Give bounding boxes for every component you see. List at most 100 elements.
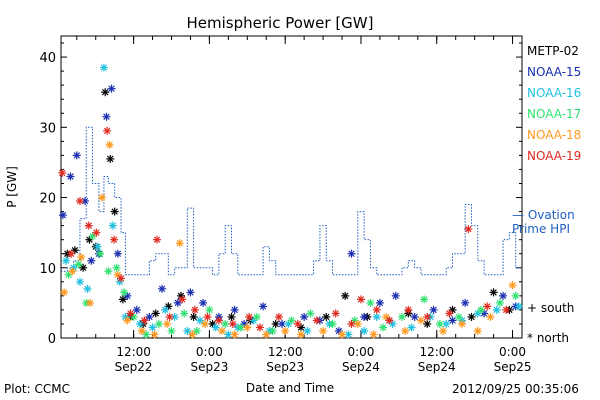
data-point bbox=[218, 326, 227, 335]
marker-d2 bbox=[176, 239, 183, 247]
marker-d2 bbox=[420, 296, 428, 303]
data-point bbox=[176, 291, 185, 300]
marker-d2 bbox=[85, 222, 93, 229]
data-point bbox=[110, 235, 119, 244]
data-point bbox=[102, 112, 111, 121]
data-point bbox=[372, 305, 381, 314]
data-point bbox=[113, 249, 122, 258]
data-point bbox=[296, 330, 305, 339]
data-point bbox=[508, 281, 517, 290]
marker-d2 bbox=[345, 331, 352, 338]
marker-d2 bbox=[256, 324, 264, 331]
data-point bbox=[331, 309, 340, 318]
data-point bbox=[360, 312, 369, 321]
marker-d2 bbox=[411, 313, 418, 321]
data-point bbox=[58, 211, 67, 220]
y-tick-label: 0 bbox=[48, 332, 56, 347]
marker-d2 bbox=[401, 327, 409, 335]
marker-d2 bbox=[228, 313, 235, 321]
data-point bbox=[188, 330, 197, 339]
data-point bbox=[461, 298, 470, 307]
x-axis: 12:00Sep220:00Sep2312:00Sep230:00Sep2412… bbox=[76, 36, 531, 374]
marker-d2 bbox=[122, 313, 129, 321]
data-point bbox=[375, 298, 384, 307]
marker-d2 bbox=[502, 306, 510, 314]
marker-d2 bbox=[370, 331, 377, 338]
marker-d2 bbox=[512, 292, 519, 300]
data-point bbox=[369, 330, 378, 339]
marker-d2 bbox=[487, 313, 494, 321]
marker-d2 bbox=[168, 327, 175, 335]
x-axis-label: Date and Time bbox=[246, 381, 334, 395]
data-point bbox=[499, 291, 508, 300]
marker-d2 bbox=[480, 310, 488, 317]
marker-d2 bbox=[272, 320, 279, 328]
marker-d2 bbox=[62, 257, 70, 264]
marker-d2 bbox=[307, 310, 314, 317]
data-point bbox=[87, 256, 96, 265]
data-point bbox=[483, 302, 492, 311]
marker-d2 bbox=[76, 197, 84, 205]
data-point bbox=[423, 319, 432, 328]
ovation-legend-line2: Prime HPI bbox=[512, 222, 570, 236]
data-point bbox=[476, 305, 485, 314]
marker-d2 bbox=[105, 268, 112, 275]
data-point bbox=[67, 249, 76, 258]
x-tick-date: Sep24 bbox=[418, 360, 456, 374]
data-point bbox=[407, 323, 416, 332]
data-point bbox=[347, 249, 356, 258]
marker-d2 bbox=[496, 299, 504, 307]
data-point bbox=[75, 277, 84, 286]
marker-d2 bbox=[79, 264, 87, 271]
data-point bbox=[173, 298, 182, 307]
y-tick-label: 20 bbox=[39, 192, 56, 207]
data-point bbox=[103, 126, 112, 135]
x-tick-date: Sep23 bbox=[266, 360, 304, 374]
marker-d2 bbox=[196, 317, 204, 324]
marker-d2 bbox=[152, 310, 159, 317]
marker-d2 bbox=[304, 327, 311, 335]
data-point bbox=[404, 305, 413, 314]
y-tick-label: 30 bbox=[39, 121, 56, 136]
marker-d2 bbox=[221, 320, 229, 328]
marker-d2 bbox=[177, 292, 185, 300]
data-point bbox=[502, 305, 511, 314]
data-point bbox=[123, 291, 132, 300]
marker-d2 bbox=[245, 313, 253, 321]
marker-d2 bbox=[100, 64, 108, 71]
data-point bbox=[366, 298, 375, 307]
data-point bbox=[467, 312, 476, 321]
y-tick-label: 40 bbox=[39, 51, 56, 66]
data-point bbox=[511, 291, 520, 300]
data-point bbox=[161, 305, 170, 314]
marker-d2 bbox=[376, 299, 384, 307]
marker-d2 bbox=[424, 313, 431, 321]
data-point bbox=[492, 305, 501, 314]
data-point bbox=[416, 316, 425, 325]
series-noaa-18 bbox=[60, 140, 517, 339]
marker-d2 bbox=[163, 320, 171, 328]
data-point bbox=[132, 305, 141, 314]
data-point bbox=[268, 326, 277, 335]
x-tick-time: 0:00 bbox=[499, 345, 526, 359]
data-point bbox=[473, 326, 482, 335]
data-point bbox=[116, 274, 125, 283]
data-point bbox=[214, 316, 223, 325]
marker-d2 bbox=[288, 317, 295, 324]
data-point bbox=[190, 305, 199, 314]
data-point bbox=[312, 316, 321, 325]
ovation-hpi-line bbox=[61, 126, 522, 276]
marker-d2 bbox=[367, 299, 374, 307]
x-tick-date: Sep22 bbox=[115, 360, 153, 374]
data-point bbox=[98, 193, 107, 202]
marker-d2 bbox=[408, 324, 415, 331]
marker-d2 bbox=[187, 289, 194, 296]
marker-d2 bbox=[229, 320, 236, 328]
marker-d2 bbox=[133, 306, 141, 314]
marker-d2 bbox=[237, 324, 245, 331]
data-point bbox=[92, 228, 101, 237]
marker-d2 bbox=[348, 250, 355, 257]
marker-d2 bbox=[499, 292, 507, 300]
marker-d2 bbox=[446, 310, 453, 317]
marker-d2 bbox=[201, 320, 209, 328]
